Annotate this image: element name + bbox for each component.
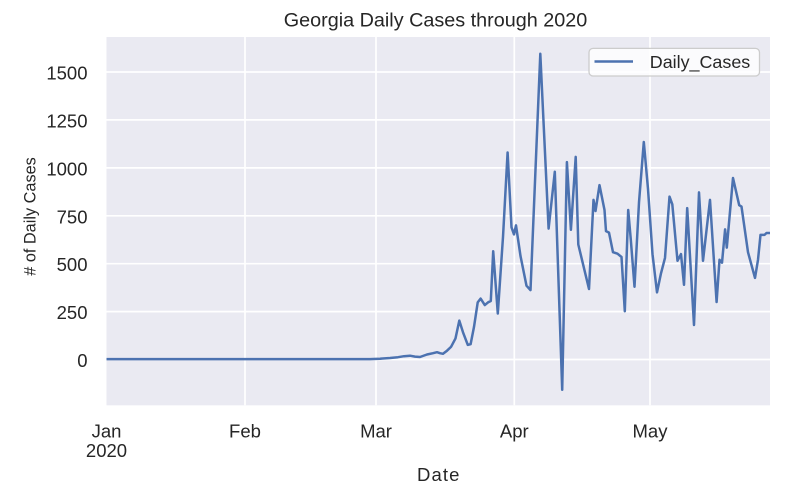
- svg-text:2020: 2020: [86, 440, 127, 461]
- svg-text:Jan: Jan: [92, 421, 122, 442]
- svg-text:Mar: Mar: [360, 421, 392, 442]
- svg-text:Daily_Cases: Daily_Cases: [650, 52, 750, 73]
- svg-text:750: 750: [57, 206, 88, 227]
- svg-text:# of Daily Cases: # of Daily Cases: [22, 157, 40, 276]
- svg-text:1000: 1000: [46, 158, 87, 179]
- svg-text:May: May: [633, 421, 669, 442]
- svg-text:1500: 1500: [46, 63, 87, 84]
- svg-text:1250: 1250: [46, 110, 87, 131]
- svg-text:Feb: Feb: [229, 421, 261, 442]
- svg-text:Date: Date: [417, 464, 460, 485]
- svg-text:0: 0: [77, 350, 87, 371]
- svg-text:Apr: Apr: [500, 421, 529, 442]
- svg-text:500: 500: [57, 254, 88, 275]
- svg-text:250: 250: [57, 302, 88, 323]
- svg-text:Georgia Daily Cases through 20: Georgia Daily Cases through 2020: [284, 10, 588, 32]
